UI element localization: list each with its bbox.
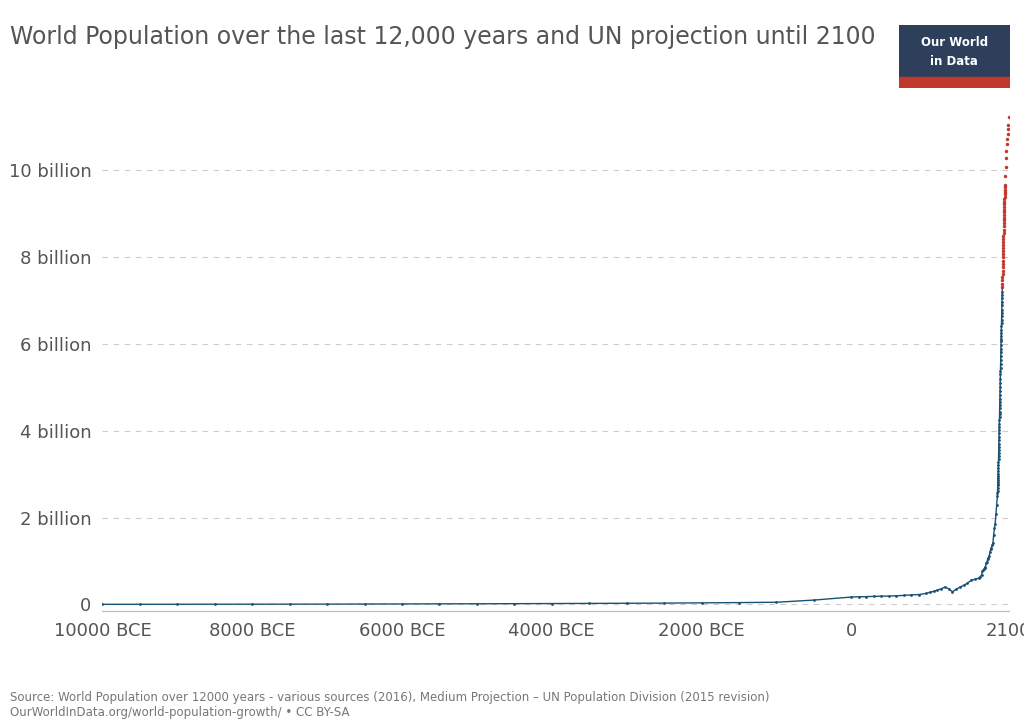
Bar [899, 77, 1010, 88]
Text: Our World: Our World [921, 36, 988, 49]
Text: Source: World Population over 12000 years - various sources (2016), Medium Proje: Source: World Population over 12000 year… [10, 691, 770, 719]
Text: in Data: in Data [931, 55, 978, 68]
Text: World Population over the last 12,000 years and UN projection until 2100: World Population over the last 12,000 ye… [10, 25, 876, 49]
